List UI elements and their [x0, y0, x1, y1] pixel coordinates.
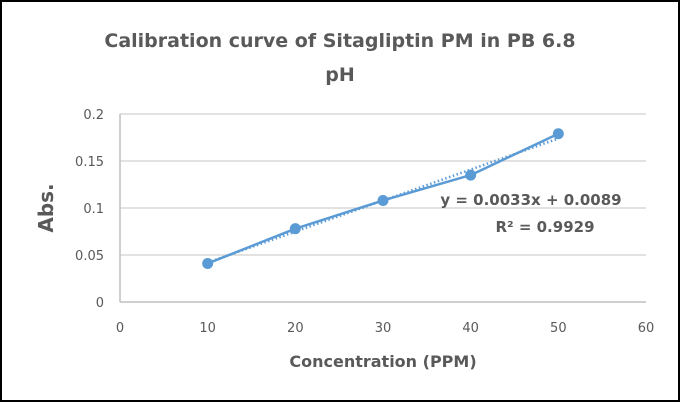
x-tick-label: 40 [462, 321, 479, 336]
x-tick-label: 10 [199, 321, 216, 336]
x-tick-label: 60 [638, 321, 655, 336]
x-tick-label: 20 [287, 321, 304, 336]
series-group [202, 128, 564, 269]
x-axis-title: Concentration (PPM) [289, 352, 476, 371]
chart-title-line2: pH [325, 64, 355, 86]
y-tick-labels: 0 0.05 0.1 0.15 0.2 [75, 108, 104, 311]
data-point [202, 257, 214, 269]
data-point [289, 223, 301, 235]
x-tick-label: 50 [550, 321, 567, 336]
trendline-r2: R² = 0.9929 [495, 218, 594, 236]
data-point [377, 194, 389, 206]
data-point [465, 169, 477, 181]
x-tick-label: 0 [116, 321, 124, 336]
trendline-equation: y = 0.0033x + 0.0089 [440, 191, 621, 209]
x-tick-label: 30 [375, 321, 392, 336]
chart-title-line1: Calibration curve of Sitagliptin PM in P… [104, 30, 575, 52]
gridlines [120, 113, 646, 256]
y-tick-label: 0.2 [83, 108, 104, 123]
y-tick-label: 0.05 [75, 249, 104, 264]
data-point [552, 128, 564, 140]
axes [119, 114, 646, 303]
x-tick-labels: 0 10 20 30 40 50 60 [116, 321, 654, 336]
y-tick-label: 0.15 [75, 155, 104, 170]
y-axis-title: Abs. [34, 183, 58, 232]
y-tick-label: 0.1 [83, 202, 104, 217]
y-tick-label: 0 [96, 296, 104, 311]
